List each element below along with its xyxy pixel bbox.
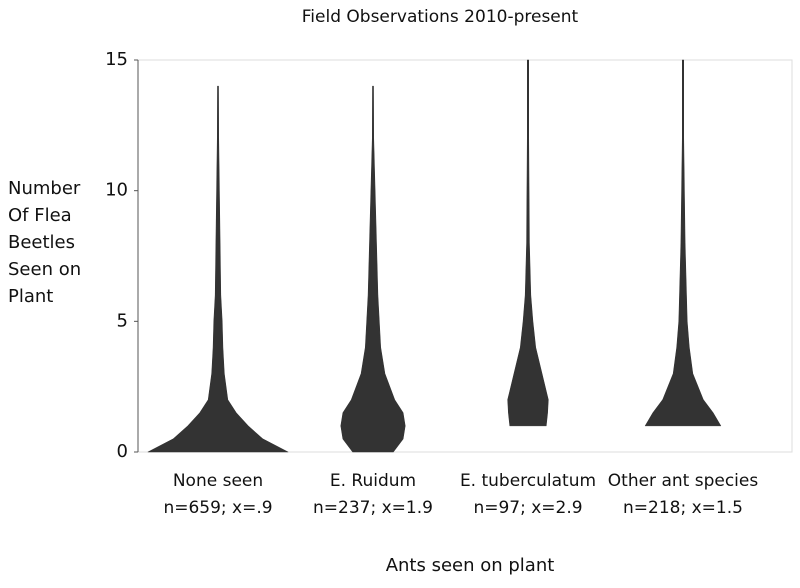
x-tick-label: E. tuberculatum (460, 471, 596, 491)
category-note: n=659; x=.9 (163, 498, 272, 518)
category-note: n=218; x=1.5 (623, 498, 743, 518)
y-tick-label: 0 (117, 441, 128, 462)
violin (507, 59, 549, 427)
x-tick-label: Other ant species (608, 471, 759, 491)
y-tick-label: 15 (105, 49, 128, 70)
y-tick-label: 10 (105, 180, 128, 201)
y-axis-label: Number (8, 178, 81, 199)
y-axis-label: Of Flea (8, 205, 72, 226)
x-axis-label: Ants seen on plant (386, 555, 555, 576)
category-note: n=97; x=2.9 (473, 498, 582, 518)
chart-title: Field Observations 2010-present (302, 7, 579, 27)
y-axis-label: Seen on (8, 259, 81, 280)
y-tick-label: 5 (117, 310, 128, 331)
violin (147, 85, 289, 453)
y-axis-label: Beetles (8, 232, 75, 253)
violin (340, 85, 406, 453)
violin (644, 59, 722, 427)
category-note: n=237; x=1.9 (313, 498, 433, 518)
y-axis-label: Plant (8, 286, 53, 307)
x-tick-label: None seen (173, 471, 263, 491)
x-tick-label: E. Ruidum (330, 471, 416, 491)
